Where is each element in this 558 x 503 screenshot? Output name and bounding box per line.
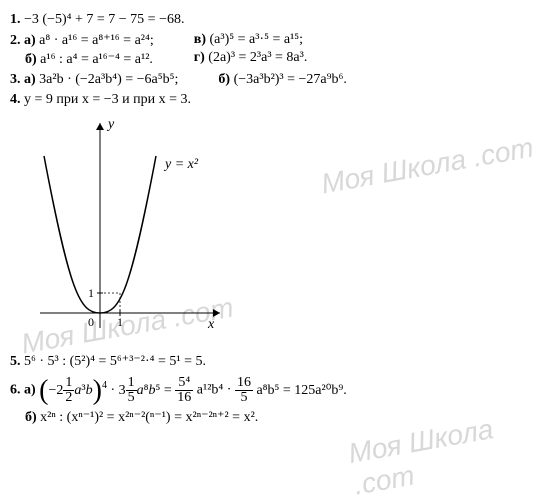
p2-g-label: г) bbox=[194, 50, 205, 65]
problem-6a: 6. а) (−212a³b)4 · 315a⁸b⁵ = 5⁴16 a¹²b⁴ … bbox=[10, 376, 548, 405]
p3-num: 3. bbox=[10, 72, 21, 87]
p6-mid2: a¹²b⁴ · bbox=[197, 383, 232, 398]
content: 1. −3 (−5)⁴ + 7 = 7 − 75 = −68. 2. а) a⁸… bbox=[10, 12, 548, 426]
y1-label: 1 bbox=[88, 286, 94, 300]
frac1: 5⁴16 bbox=[175, 376, 193, 405]
frac2: 165 bbox=[235, 376, 253, 405]
parabola-graph: y x y = x² 0 1 1 bbox=[30, 113, 548, 348]
p2-b-text: a¹⁶ : a⁴ = a¹⁶⁻⁴ = a¹². bbox=[40, 52, 153, 67]
lparen: ( bbox=[39, 377, 48, 405]
p2-v-label: в) bbox=[194, 32, 206, 47]
y-arrow bbox=[96, 123, 104, 130]
p3-b-label: б) bbox=[218, 72, 230, 87]
p2-a-text: a⁸ · a¹⁶ = a⁸⁺¹⁶ = a²⁴; bbox=[39, 33, 154, 48]
p6-num: 6. bbox=[10, 383, 21, 398]
p1-num: 1. bbox=[10, 12, 21, 27]
p6-rhs: a⁸b⁵ = 125a²⁰b⁹. bbox=[256, 383, 346, 398]
p5-text: 5⁶ · 5³ : (5²)⁴ = 5⁶⁺³⁻²·⁴ = 5¹ = 5. bbox=[24, 354, 206, 369]
problem-5: 5. 5⁶ · 5³ : (5²)⁴ = 5⁶⁺³⁻²·⁴ = 5¹ = 5. bbox=[10, 353, 548, 370]
problem-6b: б) x²ⁿ : (xⁿ⁻¹)² = x²ⁿ⁻²(ⁿ⁻¹) = x²ⁿ⁻²ⁿ⁺²… bbox=[10, 409, 548, 426]
p3-a-label: а) bbox=[24, 72, 36, 87]
p6-b-label: б) bbox=[25, 410, 37, 425]
x-arrow bbox=[213, 309, 220, 317]
x1-label: 1 bbox=[117, 315, 123, 329]
p2-b-label: б) bbox=[25, 52, 37, 67]
x-label: x bbox=[207, 317, 215, 332]
p5-num: 5. bbox=[10, 354, 21, 369]
p4-num: 4. bbox=[10, 92, 21, 107]
problem-3: 3. а) 3a²b · (−2a³b⁴) = −6a⁵b⁵; б) (−3a³… bbox=[10, 70, 548, 90]
p6-exp: 4 bbox=[102, 380, 107, 391]
p3-a-text: 3a²b · (−2a³b⁴) = −6a⁵b⁵; bbox=[39, 72, 178, 87]
p2-g-text: (2a)³ = 2³a³ = 8a³. bbox=[208, 50, 307, 65]
problem-1: 1. −3 (−5)⁴ + 7 = 7 − 75 = −68. bbox=[10, 12, 548, 28]
rparen: ) bbox=[93, 377, 102, 405]
p3-b-text: (−3a³b²)³ = −27a⁹b⁶. bbox=[234, 72, 347, 87]
p1-text: −3 (−5)⁴ + 7 = 7 − 75 = −68. bbox=[24, 12, 184, 27]
problem-4: 4. y = 9 при x = −3 и при x = 3. bbox=[10, 92, 548, 108]
p6-b-text: x²ⁿ : (xⁿ⁻¹)² = x²ⁿ⁻²(ⁿ⁻¹) = x²ⁿ⁻²ⁿ⁺² = … bbox=[40, 410, 258, 425]
p2-v-text: (a³)⁵ = a³·⁵ = a¹⁵; bbox=[210, 32, 304, 47]
p6-a-label: а) bbox=[24, 383, 36, 398]
y-label: y bbox=[106, 117, 115, 132]
p2-num: 2. bbox=[10, 33, 21, 48]
p4-text: y = 9 при x = −3 и при x = 3. bbox=[24, 92, 191, 107]
curve-label: y = x² bbox=[163, 157, 199, 172]
origin-label: 0 bbox=[88, 315, 94, 329]
p2-a-label: а) bbox=[24, 33, 36, 48]
problem-2: 2. а) a⁸ · a¹⁶ = a⁸⁺¹⁶ = a²⁴; б) a¹⁶ : a… bbox=[10, 30, 548, 70]
